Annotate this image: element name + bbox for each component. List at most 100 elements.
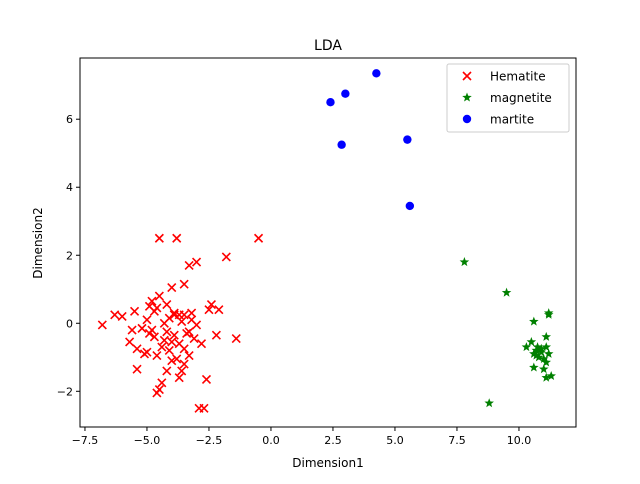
hematite-point: [154, 291, 164, 301]
hematite-point: [152, 388, 162, 398]
hematite-point: [206, 300, 217, 310]
magnetite-point: [536, 347, 547, 357]
hematite-point: [172, 233, 182, 243]
magnetite-point: [529, 348, 539, 358]
hematite-point: [147, 296, 157, 306]
x-tick-label: −5.0: [134, 434, 161, 447]
magnetite-point: [546, 370, 556, 381]
y-tick-label: 4: [66, 181, 73, 194]
hematite-point: [97, 320, 107, 330]
y-axis-label: Dimension2: [31, 207, 45, 278]
magnetite-point: [529, 316, 539, 326]
series-hematite: [97, 233, 264, 413]
hematite-point: [144, 301, 155, 311]
y-tick-label: 0: [66, 317, 73, 330]
magnetite-point: [541, 372, 551, 382]
hematite-point: [191, 257, 202, 267]
legend-label-martite: martite: [490, 113, 534, 127]
x-axis-label: Dimension1: [292, 456, 363, 470]
hematite-point: [211, 330, 221, 340]
hematite-point: [187, 308, 197, 318]
series-martite: [326, 69, 415, 211]
legend-label-magnetite: magnetite: [490, 91, 552, 105]
hematite-point: [129, 306, 140, 316]
hematite-point: [253, 233, 264, 243]
hematite-point: [162, 366, 172, 376]
magnetite-point: [529, 362, 539, 372]
hematite-point: [179, 310, 189, 320]
hematite-point: [179, 279, 189, 289]
hematite-point: [167, 337, 177, 347]
legend-marker-hematite: [462, 71, 472, 81]
legend-marker-magnetite: [462, 92, 472, 102]
hematite-point: [199, 403, 209, 413]
hematite-point: [159, 335, 169, 345]
y-tick-label: −2: [57, 385, 73, 398]
x-tick-label: 7.5: [448, 434, 466, 447]
hematite-point: [142, 315, 152, 325]
hematite-point: [196, 339, 207, 349]
hematite-point: [179, 359, 189, 369]
chart-title: LDA: [314, 38, 342, 54]
x-tick-label: 2.5: [324, 434, 342, 447]
x-tick-label: 5.0: [386, 434, 404, 447]
hematite-point: [162, 327, 172, 337]
hematite-point: [231, 334, 241, 344]
martite-point: [341, 89, 350, 98]
martite-point: [403, 135, 412, 144]
hematite-point: [179, 344, 189, 354]
hematite-point: [149, 332, 159, 342]
y-tick-label: 2: [66, 249, 73, 262]
x-tick-label: 0.0: [262, 434, 280, 447]
series-magnetite: [459, 257, 556, 408]
hematite-point: [204, 305, 214, 315]
hematite-point: [117, 311, 127, 322]
magnetite-point: [531, 345, 542, 355]
hematite-point: [184, 260, 194, 271]
magnetite-point: [534, 352, 544, 362]
hematite-point: [184, 327, 194, 337]
martite-point: [372, 69, 381, 78]
hematite-point: [174, 373, 184, 383]
hematite-point: [125, 337, 135, 347]
magnetite-point: [526, 336, 537, 347]
martite-point: [326, 98, 335, 107]
magnetite-point: [459, 257, 470, 267]
hematite-point: [184, 351, 194, 361]
hematite-point: [164, 345, 174, 356]
magnetite-point: [532, 342, 543, 352]
hematite-point: [147, 325, 157, 335]
hematite-point: [127, 325, 137, 335]
hematite-point: [167, 356, 177, 366]
legend-label-hematite: Hematite: [490, 70, 546, 84]
y-tick-label: 6: [66, 113, 73, 126]
hematite-point: [132, 344, 142, 354]
hematite-point: [110, 310, 120, 320]
martite-point: [337, 140, 346, 149]
hematite-point: [201, 374, 212, 384]
hematite-point: [177, 317, 187, 327]
hematite-point: [172, 354, 182, 364]
magnetite-point: [541, 357, 551, 367]
martite-point: [405, 201, 415, 211]
magnetite-point: [539, 353, 549, 364]
hematite-point: [189, 334, 199, 344]
hematite-point: [191, 320, 202, 330]
magnetite-point: [543, 309, 554, 319]
hematite-point: [157, 342, 167, 352]
magnetite-point: [501, 287, 512, 297]
hematite-point: [169, 310, 179, 320]
magnetite-point: [531, 350, 542, 360]
hematite-point: [132, 364, 142, 374]
x-tick-label: 10.0: [507, 434, 532, 447]
hematite-point: [162, 300, 172, 310]
magnetite-point: [543, 348, 554, 358]
hematite-point: [167, 282, 177, 293]
x-tick-label: −7.5: [72, 434, 99, 447]
hematite-point: [154, 233, 164, 243]
hematite-point: [152, 351, 162, 361]
hematite-point: [177, 366, 187, 376]
hematite-point: [139, 349, 150, 359]
hematite-point: [214, 305, 224, 315]
